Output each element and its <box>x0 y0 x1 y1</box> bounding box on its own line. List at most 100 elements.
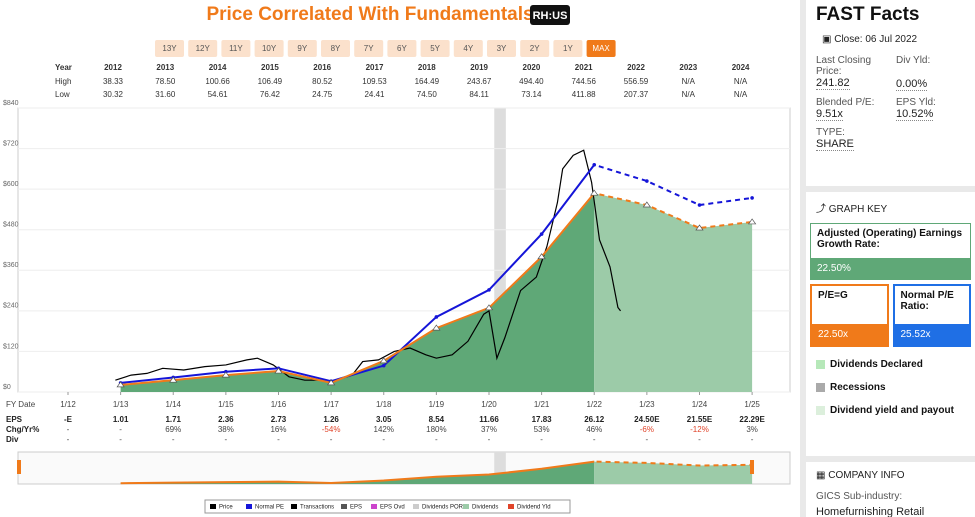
eps-marker <box>379 357 388 364</box>
x-tick-label: 1/16 <box>271 400 287 409</box>
x-tick-label: 1/19 <box>429 400 445 409</box>
price-line <box>115 149 622 383</box>
range-button[interactable] <box>387 40 417 57</box>
high: 744.56 <box>571 77 596 86</box>
range-button[interactable] <box>553 40 583 57</box>
range-button[interactable] <box>188 40 218 57</box>
side-panel: FAST Facts ▣ Close: 06 Jul 2022 Last Clo… <box>800 0 975 517</box>
chg-value: - <box>67 425 70 434</box>
year: 2022 <box>627 63 645 72</box>
row-label: Div <box>6 435 19 444</box>
label: Normal P/E Ratio: <box>900 290 954 312</box>
range-button[interactable] <box>453 40 483 57</box>
overview-recession <box>494 452 506 484</box>
range-button-label: 5Y <box>430 44 440 53</box>
legend-swatch <box>508 504 514 509</box>
chg-value: 37% <box>481 425 497 434</box>
range-button[interactable] <box>586 40 616 57</box>
text: Recessions <box>830 382 886 393</box>
range-button[interactable] <box>354 40 384 57</box>
low: N/A <box>734 90 748 99</box>
legend-label: Dividends <box>472 505 498 511</box>
legend-label: Dividend Yld <box>517 505 551 511</box>
x-tick-label: 1/20 <box>481 400 497 409</box>
range-button-label: 12Y <box>196 44 211 53</box>
eps-marker <box>695 224 704 231</box>
normal-pe-point <box>381 363 386 368</box>
low: 24.41 <box>364 90 385 99</box>
year: 2017 <box>366 63 384 72</box>
row-label: Year <box>55 63 72 72</box>
text: COMPANY INFO <box>828 470 905 481</box>
text: Dividend yield and payout <box>830 405 954 416</box>
eps-marker <box>642 201 652 208</box>
legend-label: Dividends POR <box>422 505 464 511</box>
range-button-label: MAX <box>592 44 610 53</box>
x-tick-label: 1/13 <box>113 400 129 409</box>
normal-pe-point <box>645 179 649 183</box>
overview-handle[interactable] <box>17 460 21 474</box>
recession <box>494 108 506 392</box>
range-button[interactable] <box>520 40 550 57</box>
eps-marker <box>116 381 125 388</box>
div-value: - <box>67 435 70 444</box>
eps-value: 1.71 <box>165 415 181 424</box>
chg-value: 142% <box>374 425 394 434</box>
eps-value: 2.73 <box>271 415 287 424</box>
legend-swatch <box>371 504 377 509</box>
x-tick-label: 1/12 <box>60 400 76 409</box>
div-value: - <box>593 435 596 444</box>
range-button[interactable] <box>221 40 251 57</box>
swatch <box>816 383 825 392</box>
eps-marker <box>274 367 283 374</box>
chart: Price Correlated With Fundamentals RH:US… <box>3 4 791 514</box>
row-label: FY Date <box>6 400 36 409</box>
facts-title: FAST Facts <box>816 4 920 25</box>
range-button[interactable] <box>287 40 317 57</box>
swatch <box>816 360 825 369</box>
chg-value: 180% <box>426 425 446 434</box>
label: Adjusted (Operating) Earnings Growth Rat… <box>817 228 963 250</box>
label: P/E=G <box>818 290 848 301</box>
key-growth: Adjusted (Operating) Earnings Growth Rat… <box>810 223 971 280</box>
y-tick-label: $0 <box>3 384 11 391</box>
low: 207.37 <box>624 90 649 99</box>
range-button[interactable] <box>155 40 184 57</box>
year: 2016 <box>313 63 331 72</box>
low: 54.61 <box>208 90 229 99</box>
row-label: Low <box>55 90 70 99</box>
eps-marker <box>432 324 441 331</box>
legend-label: Transactions <box>300 505 334 511</box>
x-tick-label: 1/18 <box>376 400 392 409</box>
legend-swatch <box>291 504 297 509</box>
normal-pe-point <box>539 232 544 236</box>
range-button[interactable] <box>321 40 350 57</box>
x-tick-label: 1/21 <box>534 400 550 409</box>
label: EPS Yld: <box>896 97 936 108</box>
chg-value: 46% <box>586 425 602 434</box>
high: 38.33 <box>103 77 124 86</box>
x-tick-label: 1/22 <box>586 400 602 409</box>
div-value: - <box>119 435 122 444</box>
eps-marker <box>747 218 757 225</box>
chg-value: 38% <box>218 425 234 434</box>
chg-value: -54% <box>322 425 341 434</box>
year: 2023 <box>679 63 697 72</box>
legend-swatch <box>463 504 469 509</box>
overview-handle[interactable] <box>750 460 754 474</box>
eps-value: 11.66 <box>479 415 499 424</box>
x-tick-label: 1/15 <box>218 400 234 409</box>
legend-box <box>204 499 571 514</box>
range-button[interactable] <box>420 40 450 57</box>
eps-value: -E <box>64 415 73 424</box>
range-button-label: 8Y <box>331 44 341 53</box>
legend-swatch <box>341 504 347 509</box>
range-button[interactable] <box>254 40 284 57</box>
label: TYPE: <box>816 127 845 138</box>
key-item: Recessions <box>816 382 971 393</box>
range-button-label: 11Y <box>229 44 243 53</box>
eps-marker <box>484 304 494 311</box>
range-button[interactable] <box>487 40 516 57</box>
low: 76.42 <box>260 90 281 99</box>
eps-value: 24.50E <box>634 415 660 424</box>
